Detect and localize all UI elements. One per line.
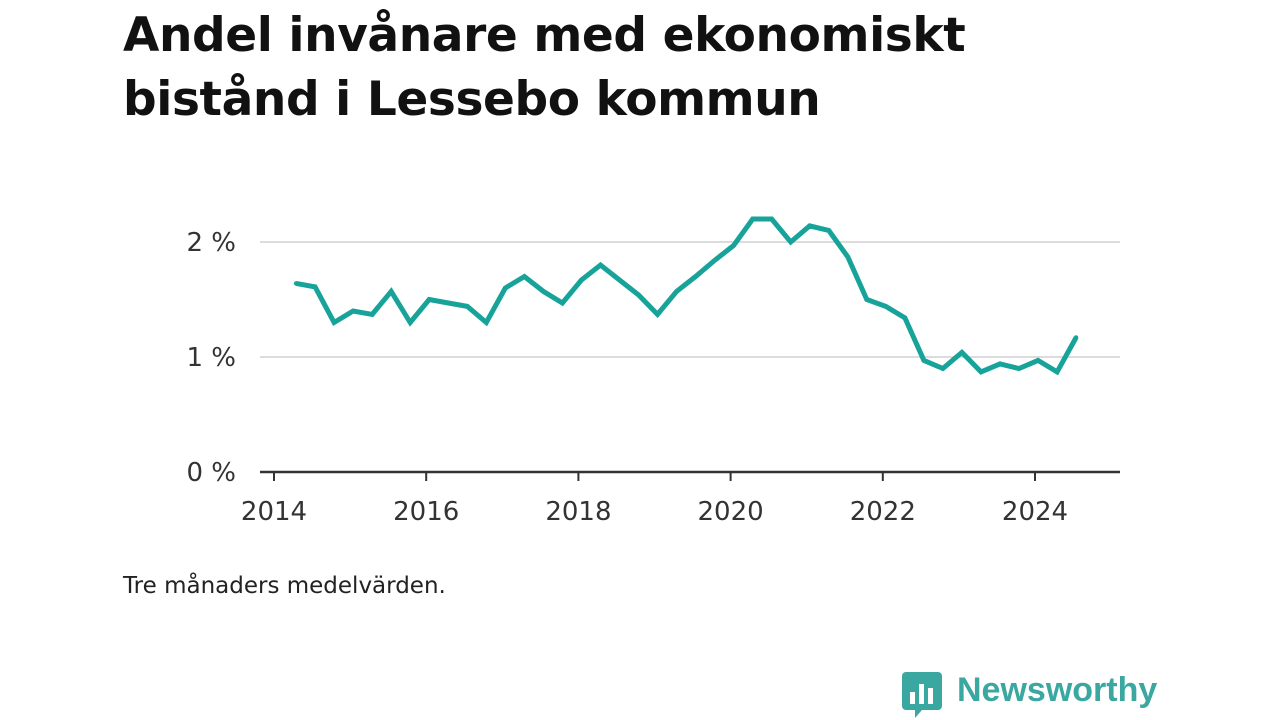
data-point (1016, 366, 1022, 371)
data-point (484, 320, 489, 325)
x-tick-label: 2022 (850, 497, 916, 527)
x-axis (260, 470, 1120, 481)
data-point (350, 308, 356, 314)
data-point (560, 300, 565, 306)
data-point (503, 285, 508, 291)
series-line-0 (295, 216, 1079, 376)
data-point (712, 258, 717, 263)
data-point (864, 297, 870, 302)
data-point (693, 274, 698, 279)
data-point (1054, 369, 1060, 375)
y-tick-label: 1 % (186, 343, 236, 373)
x-tick-label: 2018 (545, 497, 611, 527)
data-point (826, 228, 831, 233)
data-point (978, 369, 984, 375)
data-point (731, 243, 736, 248)
data-point (579, 277, 584, 283)
data-point (883, 304, 889, 309)
x-tick-label: 2020 (698, 497, 764, 527)
data-point (598, 262, 603, 268)
x-tick-label: 2014 (241, 497, 307, 527)
data-point (750, 216, 755, 222)
x-tick-label: 2024 (1002, 497, 1068, 527)
data-point (369, 312, 375, 317)
data-point (845, 254, 850, 260)
y-tick-label: 2 % (186, 228, 236, 258)
data-point (465, 304, 470, 309)
data-point (408, 320, 413, 325)
data-point (636, 292, 641, 298)
data-point (427, 297, 432, 302)
x-tick-label: 2016 (393, 497, 459, 527)
data-point (522, 274, 527, 279)
x-axis-tick-labels: 2014 2016 2018 2020 2022 2024 (241, 497, 1068, 527)
data-point (674, 289, 679, 294)
data-point (959, 350, 965, 355)
data-point (769, 216, 774, 222)
data-point (1035, 358, 1041, 363)
data-point (921, 358, 927, 363)
data-point (312, 284, 318, 290)
y-tick-label: 0 % (186, 458, 236, 488)
data-point (1073, 335, 1079, 340)
chart-title: Andel invånare med ekonomiskt bistånd i … (123, 8, 966, 127)
data-point (617, 277, 622, 283)
brand-name: Newsworthy (957, 671, 1158, 709)
data-point (940, 366, 946, 371)
data-point (541, 289, 546, 294)
data-point (997, 361, 1003, 367)
gridlines (260, 241, 1120, 358)
data-point (446, 300, 451, 306)
bar-chart-speech-bubble-icon (902, 672, 942, 718)
chart-note: Tre månaders medelvärden. (123, 573, 446, 599)
data-point (807, 223, 812, 229)
data-point (902, 315, 908, 321)
data-point (788, 239, 793, 245)
data-series (293, 216, 1079, 376)
data-point (331, 320, 337, 325)
y-axis-tick-labels: 0 % 1 % 2 % (186, 228, 236, 488)
data-point (293, 281, 299, 286)
data-point (388, 289, 394, 294)
data-point (655, 312, 660, 317)
